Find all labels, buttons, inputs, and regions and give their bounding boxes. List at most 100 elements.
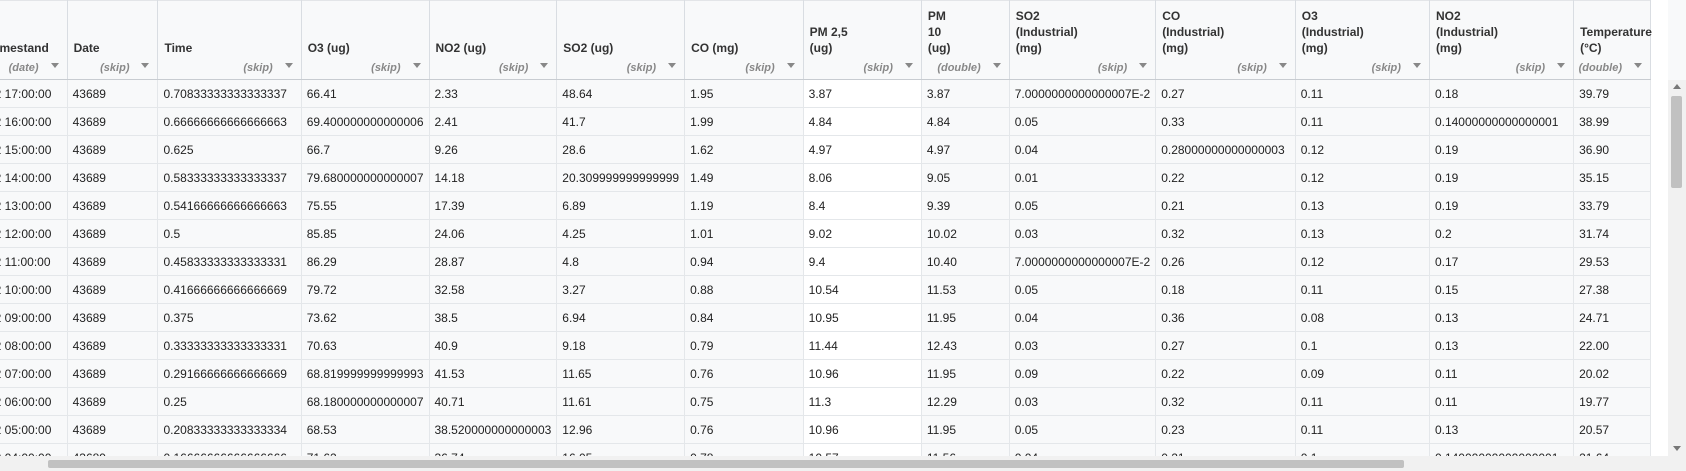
- table-cell: 0.09: [1009, 359, 1157, 388]
- table-cell: 0.5: [157, 219, 302, 248]
- table-cell: 38.5: [429, 303, 558, 332]
- table-cell: 1.95: [684, 79, 804, 108]
- vertical-scrollbar-thumb[interactable]: [1671, 96, 1682, 188]
- table-cell: 10.96: [803, 415, 922, 444]
- table-cell: 4.97: [921, 135, 1010, 164]
- column-header[interactable]: CO (mg) (skip): [684, 0, 804, 80]
- column-header[interactable]: O3 (ug) (skip): [301, 0, 430, 80]
- table-cell: 0.19: [1429, 191, 1575, 220]
- table-row: 12 15:00:00436890.62566.79.2628.61.624.9…: [0, 135, 1651, 164]
- table-cell: 7.0000000000000007E-2: [1009, 79, 1157, 108]
- table-row: 12 10:00:00436890.4166666666666666979.72…: [0, 275, 1651, 304]
- table-cell: 0.28000000000000003: [1155, 135, 1296, 164]
- table-cell: 9.02: [803, 219, 922, 248]
- table-cell: 0.11: [1429, 359, 1575, 388]
- table-cell: 11.56: [921, 443, 1010, 456]
- column-header[interactable]: SO2 (ug) (skip): [556, 0, 686, 80]
- table-cell: 12 16:00:00: [0, 107, 68, 136]
- column-name: Time: [164, 41, 193, 55]
- table-cell: 79.72: [301, 275, 430, 304]
- table-cell: 0.21: [1155, 443, 1296, 456]
- column-type-dropdown-icon[interactable]: [50, 63, 59, 68]
- column-header[interactable]: NO2 (ug) (skip): [429, 0, 558, 80]
- table-row: 12 17:00:00436890.7083333333333333766.41…: [0, 79, 1651, 108]
- column-name: SO2 (Industrial) (mg): [1015, 9, 1078, 55]
- scroll-up-arrow-icon[interactable]: [1673, 84, 1681, 89]
- column-name: Timestand: [0, 41, 49, 55]
- table-cell: 3.87: [803, 79, 922, 108]
- column-header[interactable]: PM 2,5 (ug) (skip): [803, 0, 922, 80]
- table-cell: 7.0000000000000007E-2: [1009, 247, 1157, 276]
- table-cell: 20.02: [1573, 359, 1651, 388]
- table-cell: 19.77: [1573, 387, 1651, 416]
- table-cell: 35.15: [1573, 163, 1651, 192]
- table-cell: 0.94: [684, 247, 804, 276]
- horizontal-scrollbar-thumb[interactable]: [48, 460, 1404, 468]
- column-type-dropdown-icon[interactable]: [1412, 63, 1421, 68]
- column-header[interactable]: CO (Industrial) (mg) (skip): [1155, 0, 1296, 80]
- table-cell: 21.64: [1573, 443, 1651, 456]
- table-cell: 0.03: [1009, 331, 1157, 360]
- table-cell: 24.71: [1573, 303, 1651, 332]
- column-type-dropdown-icon[interactable]: [786, 63, 795, 68]
- table-cell: 40.9: [429, 331, 558, 360]
- column-type-dropdown-icon[interactable]: [1278, 63, 1287, 68]
- table-cell: 4.8: [556, 247, 686, 276]
- table-cell: 2.33: [429, 79, 558, 108]
- table-cell: 0.66666666666666663: [157, 107, 302, 136]
- column-header[interactable]: Time (skip): [157, 0, 302, 80]
- column-type-dropdown-icon[interactable]: [284, 63, 293, 68]
- table-cell: 0.21: [1155, 191, 1296, 220]
- column-header[interactable]: O3 (Industrial) (mg) (skip): [1295, 0, 1430, 80]
- column-header[interactable]: PM 10 (ug) (double): [921, 0, 1010, 80]
- table-cell: 0.625: [157, 135, 302, 164]
- column-header[interactable]: Temperature (°C) (double): [1573, 0, 1652, 80]
- table-cell: 11.53: [921, 275, 1010, 304]
- table-cell: 4.97: [803, 135, 922, 164]
- table-cell: 9.18: [556, 331, 686, 360]
- column-name: NO2 (ug): [435, 41, 487, 55]
- table-cell: 11.95: [921, 303, 1010, 332]
- column-type-dropdown-icon[interactable]: [1557, 63, 1566, 68]
- table-row: 12 13:00:00436890.5416666666666666375.55…: [0, 191, 1651, 220]
- table-cell: 12 07:00:00: [0, 359, 68, 388]
- column-type-dropdown-icon[interactable]: [141, 63, 150, 68]
- table-cell: 0.79: [684, 331, 804, 360]
- column-header[interactable]: Date (skip): [67, 0, 159, 80]
- table-cell: 33.79: [1573, 191, 1651, 220]
- column-header[interactable]: SO2 (Industrial) (mg) (skip): [1009, 0, 1157, 80]
- table-cell: 12.96: [556, 415, 686, 444]
- table-cell: 43689: [67, 219, 159, 248]
- column-type: (skip): [1515, 62, 1546, 74]
- table-cell: 16.05: [556, 443, 686, 456]
- table-cell: 0.13: [1429, 331, 1575, 360]
- column-type-dropdown-icon[interactable]: [412, 63, 421, 68]
- column-type-dropdown-icon[interactable]: [904, 63, 913, 68]
- column-type-dropdown-icon[interactable]: [1139, 63, 1148, 68]
- table-cell: 41.53: [429, 359, 558, 388]
- column-type-dropdown-icon[interactable]: [668, 63, 677, 68]
- table-cell: 73.62: [301, 303, 430, 332]
- table-cell: 41.7: [556, 107, 686, 136]
- column-header[interactable]: NO2 (Industrial) (mg) (skip): [1429, 0, 1575, 80]
- column-name: NO2 (Industrial) (mg): [1435, 9, 1498, 55]
- table-cell: 4.84: [803, 107, 922, 136]
- table-row: 12 12:00:00436890.585.8524.064.251.019.0…: [0, 219, 1651, 248]
- column-type-dropdown-icon[interactable]: [1634, 63, 1642, 68]
- table-row: 12 04:00:00436890.1666666666666666671.62…: [0, 443, 1651, 456]
- table-cell: 43689: [67, 79, 159, 108]
- column-type-dropdown-icon[interactable]: [540, 63, 549, 68]
- column-name: O3 (Industrial) (mg): [1301, 9, 1364, 55]
- column-type-dropdown-icon[interactable]: [992, 63, 1001, 68]
- table-cell: 10.96: [803, 359, 922, 388]
- column-name: Date: [73, 41, 100, 55]
- table-cell: 12 14:00:00: [0, 163, 68, 192]
- table-cell: 0.22: [1155, 359, 1296, 388]
- table-cell: 0.05: [1009, 275, 1157, 304]
- table-cell: 36.74: [429, 443, 558, 456]
- table-cell: 0.76: [684, 415, 804, 444]
- column-header[interactable]: Timestand (date): [0, 0, 68, 80]
- table-cell: 0.13: [1295, 219, 1430, 248]
- table-cell: 2.41: [429, 107, 558, 136]
- scroll-down-arrow-icon[interactable]: [1673, 446, 1681, 451]
